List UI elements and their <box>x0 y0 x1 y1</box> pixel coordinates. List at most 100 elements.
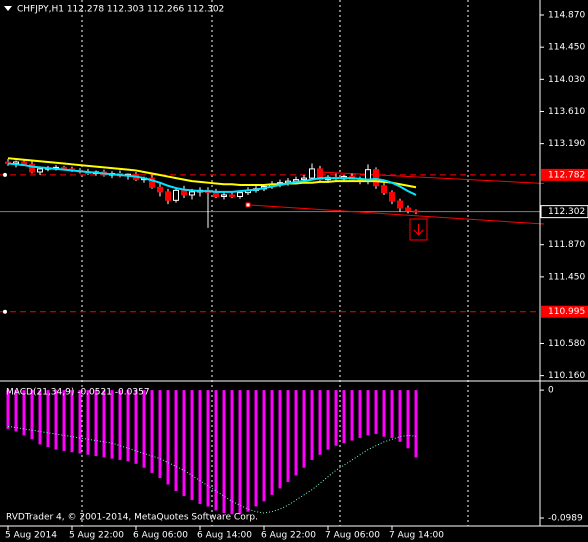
candle-body <box>157 186 163 193</box>
macd-bar <box>270 390 274 495</box>
macd-bar <box>398 390 402 442</box>
macd-bar <box>118 390 122 460</box>
macd-bar <box>174 390 178 491</box>
macd-bar <box>406 390 410 449</box>
candle-body <box>397 200 403 209</box>
macd-bar <box>206 390 210 507</box>
moving-average <box>7 162 417 196</box>
macd-bar <box>134 390 138 464</box>
candle-body <box>29 163 35 173</box>
macd-bar <box>302 390 306 468</box>
macd-bar <box>190 390 194 501</box>
x-tick-label: 7 Aug 06:00 <box>325 531 380 541</box>
trendline <box>319 171 545 184</box>
macd-bar <box>414 390 418 458</box>
macd-bar <box>318 390 322 455</box>
level-anchor <box>3 309 7 314</box>
current-price-label: 112.302 <box>548 207 585 217</box>
macd-bar <box>6 390 10 429</box>
level-label-box <box>541 168 588 181</box>
x-tick-label: 7 Aug 14:00 <box>389 531 444 541</box>
candle-body <box>309 168 315 179</box>
candle-body <box>317 168 323 181</box>
arrow-icon <box>413 224 424 236</box>
y-tick-label: 110.580 <box>548 339 585 349</box>
macd-bar <box>358 390 362 438</box>
macd-bar <box>78 390 82 454</box>
macd-bar <box>262 390 266 502</box>
macd-bar <box>350 390 354 441</box>
candle-body <box>229 194 235 197</box>
macd-label: MACD(21,34,9) -0.0521 -0.0357 <box>6 388 150 398</box>
x-tick-label: 6 Aug 22:00 <box>261 531 316 541</box>
menu-arrow[interactable] <box>4 6 12 11</box>
macd-bar <box>86 390 90 455</box>
current-price-box <box>540 205 588 219</box>
plot <box>0 157 545 515</box>
macd-bar <box>14 390 18 432</box>
macd-tick-label: -0.0989 <box>548 514 583 524</box>
x-tick-label: 6 Aug 14:00 <box>197 531 252 541</box>
macd-bar <box>166 390 170 485</box>
candle-body <box>221 194 227 197</box>
level-label: 110.995 <box>548 307 585 317</box>
y-tick-label: 114.030 <box>548 75 585 85</box>
macd-bar <box>150 390 154 473</box>
y-tick-label: 114.450 <box>548 43 585 53</box>
candle-body <box>189 191 195 196</box>
macd-bar <box>110 390 114 459</box>
level-label-box <box>541 305 588 318</box>
axes <box>0 0 588 527</box>
candle-body <box>165 191 171 201</box>
macd-bar <box>94 390 98 457</box>
candle-body <box>301 177 307 181</box>
macd-bar <box>30 390 34 440</box>
macd-bar <box>382 390 386 437</box>
candle-body <box>213 192 219 197</box>
macd-bar <box>182 390 186 497</box>
y-tick-label: 111.450 <box>548 272 585 282</box>
trendline-anchor <box>245 202 251 208</box>
macd-bar <box>54 390 58 450</box>
macd-bar <box>46 390 50 448</box>
macd-bar <box>230 390 234 515</box>
macd-bar <box>310 390 314 460</box>
candle-body <box>181 189 187 196</box>
macd-bar <box>374 390 378 435</box>
macd-bar <box>278 390 282 489</box>
macd-bar <box>198 390 202 504</box>
candle-body <box>389 192 395 202</box>
candle-body <box>381 185 387 194</box>
level-label: 112.782 <box>548 170 585 180</box>
macd-bar <box>238 390 242 515</box>
arrow-marker <box>409 218 428 241</box>
macd-bar <box>142 390 146 468</box>
moving-average <box>7 157 417 189</box>
x-tick-label: 5 Aug 2014 <box>5 531 57 541</box>
candle-body <box>237 192 243 197</box>
macd-bar <box>286 390 290 482</box>
macd-bar <box>102 390 106 458</box>
footer: RVDTrader 4, © 2001-2014, MetaQuotes Sof… <box>6 513 258 523</box>
macd-bar <box>214 390 218 511</box>
x-tick-label: 6 Aug 06:00 <box>133 531 188 541</box>
macd-bar <box>38 390 42 445</box>
candle-body <box>149 177 155 188</box>
macd-tick-label: 0 <box>548 386 554 396</box>
level-anchor <box>3 172 7 177</box>
macd-bar <box>62 390 66 451</box>
x-tick-label: 5 Aug 22:00 <box>69 531 124 541</box>
candle-body <box>413 210 419 213</box>
macd-bar <box>222 390 226 513</box>
candle-body <box>173 189 179 201</box>
macd-bar <box>326 390 330 450</box>
macd-bar <box>390 390 394 438</box>
y-tick-label: 110.160 <box>548 371 585 381</box>
candle-body <box>37 168 43 173</box>
macd-bar <box>366 390 370 436</box>
y-tick-label: 113.190 <box>548 139 585 149</box>
trendline <box>247 204 545 225</box>
chart-title: CHFJPY,H1 112.278 112.303 112.266 112.30… <box>17 5 224 15</box>
